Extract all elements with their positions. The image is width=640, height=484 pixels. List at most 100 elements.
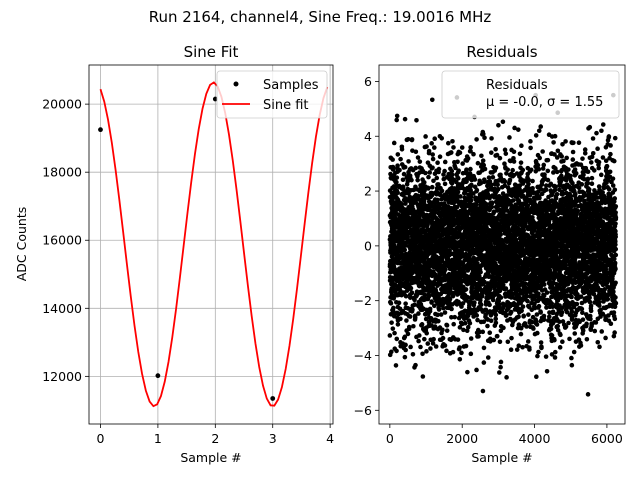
residual-point — [394, 118, 399, 123]
residual-point — [530, 179, 535, 184]
residual-point — [465, 370, 470, 375]
sine-fit-frame — [89, 65, 333, 424]
residual-point — [451, 350, 456, 355]
residual-point — [534, 133, 539, 138]
residual-point — [507, 135, 512, 140]
residual-point — [537, 304, 542, 309]
residual-point — [528, 146, 533, 151]
residual-point — [526, 339, 531, 344]
residual-point — [398, 317, 403, 322]
residual-point — [466, 156, 471, 161]
residual-point — [472, 300, 477, 305]
residual-point — [457, 345, 462, 350]
residual-point — [564, 156, 569, 161]
sample-point — [98, 127, 103, 132]
residual-point — [499, 295, 504, 300]
residual-point — [509, 347, 514, 352]
residual-point — [411, 324, 416, 329]
residual-point — [449, 307, 454, 312]
residual-point — [443, 267, 448, 272]
residual-point — [430, 185, 435, 190]
residual-point — [403, 301, 408, 306]
residual-point — [406, 159, 411, 164]
residual-point — [478, 270, 483, 275]
residual-point — [468, 321, 473, 326]
residual-point — [403, 165, 408, 170]
residual-point — [409, 286, 414, 291]
residual-point — [553, 355, 558, 360]
residual-point — [512, 149, 517, 154]
sine-fit-xtick-label-0: 0 — [97, 431, 105, 446]
residual-point — [491, 298, 496, 303]
residual-point — [563, 139, 568, 144]
residual-point — [503, 148, 508, 153]
sine-fit-title: Sine Fit — [184, 43, 239, 61]
residual-point — [394, 180, 399, 185]
residual-point — [460, 161, 465, 166]
residual-point — [558, 345, 563, 350]
residual-point — [391, 306, 396, 311]
sine-fit-ytick-label-1: 14000 — [42, 301, 82, 316]
residual-point — [474, 137, 479, 142]
residual-point — [499, 360, 504, 365]
residuals-title: Residuals — [466, 43, 537, 61]
residual-point — [498, 339, 503, 344]
residual-point — [456, 168, 461, 173]
residual-point — [496, 123, 501, 128]
sine-fit-ylabel: ADC Counts — [14, 207, 29, 282]
residual-point — [490, 200, 495, 205]
residual-point — [518, 151, 523, 156]
residual-point — [440, 189, 445, 194]
residual-point — [479, 302, 484, 307]
residual-point — [389, 350, 394, 355]
residual-point — [551, 140, 556, 145]
residual-point — [505, 167, 510, 172]
residual-point — [486, 355, 491, 360]
residuals-xtick-label-2: 4000 — [519, 431, 551, 446]
residual-point — [409, 178, 414, 183]
residual-point — [443, 343, 448, 348]
residual-point — [544, 187, 549, 192]
residual-point — [392, 141, 397, 146]
residual-point — [479, 153, 484, 158]
residual-point — [418, 345, 423, 350]
residual-point — [441, 336, 446, 341]
residual-point — [414, 118, 419, 123]
residual-point — [560, 339, 565, 344]
sine-fit-xtick-label-3: 3 — [269, 431, 277, 446]
residual-point — [552, 338, 557, 343]
residual-point — [537, 128, 542, 133]
residual-point — [432, 136, 437, 141]
residual-point — [489, 150, 494, 155]
residual-point — [537, 156, 542, 161]
residual-point — [417, 333, 422, 338]
residual-point — [544, 354, 549, 359]
residual-point — [482, 360, 487, 365]
residual-point — [509, 336, 514, 341]
residual-point — [538, 310, 543, 315]
residual-point — [464, 287, 469, 292]
residual-point — [437, 307, 442, 312]
sine-fit-ytick-label-4: 20000 — [42, 97, 82, 112]
sine-fit-xtick-label-4: 4 — [326, 431, 334, 446]
residual-point — [435, 160, 440, 165]
residual-point — [395, 163, 400, 168]
residual-point — [416, 155, 421, 160]
residual-point — [559, 154, 564, 159]
residual-point — [487, 330, 492, 335]
residual-point — [422, 180, 427, 185]
residual-point — [482, 135, 487, 140]
residual-point — [458, 194, 463, 199]
residual-point — [451, 322, 456, 327]
residual-point — [392, 331, 397, 336]
residual-point — [426, 186, 431, 191]
residual-point — [534, 374, 539, 379]
residual-point — [451, 145, 456, 150]
residual-point — [420, 351, 425, 356]
residual-point — [430, 165, 435, 170]
residual-point — [401, 185, 406, 190]
residual-point — [396, 152, 401, 157]
residual-point — [498, 156, 503, 161]
residual-point — [537, 196, 542, 201]
